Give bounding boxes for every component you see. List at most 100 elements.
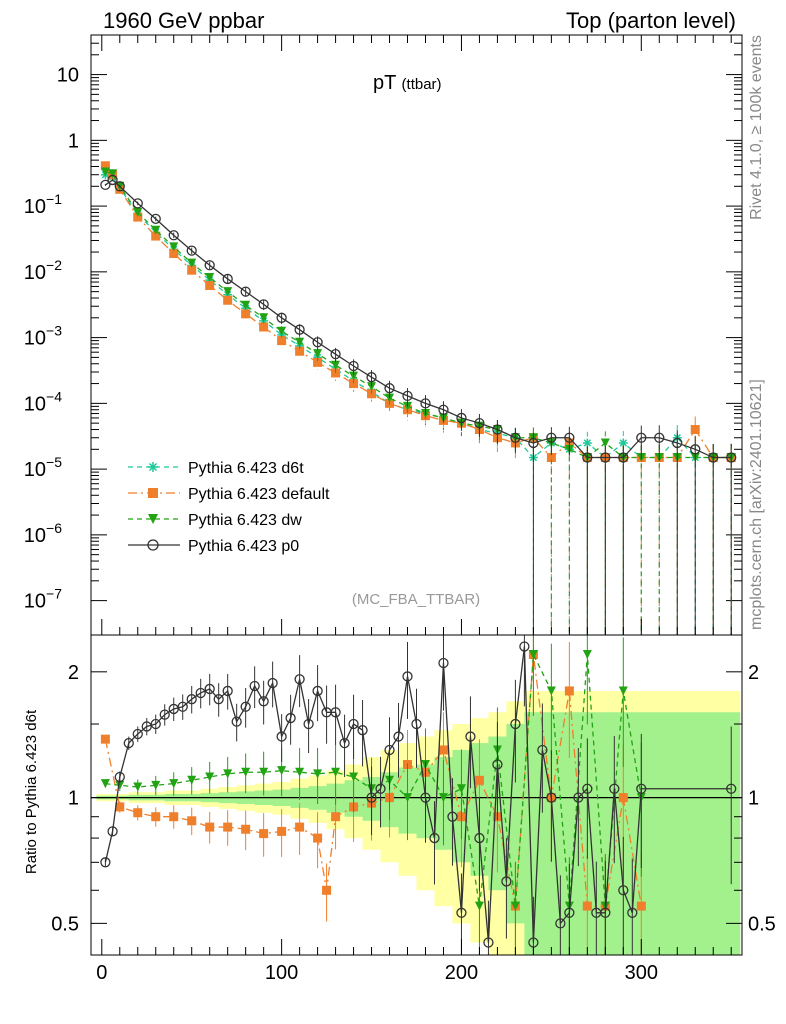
- data-point: [100, 779, 110, 789]
- data-point: [313, 769, 323, 779]
- data-point: [726, 452, 737, 463]
- data-point: [654, 432, 665, 443]
- y-tick-label: 10−6: [24, 520, 62, 547]
- data-point: [295, 337, 305, 347]
- data-point: [348, 718, 359, 730]
- data-point: [148, 514, 158, 524]
- series-2: [100, 167, 736, 635]
- data-point: [510, 718, 521, 730]
- data-point: [384, 744, 395, 756]
- data-point: [618, 438, 628, 448]
- data-point: [223, 769, 233, 779]
- data-point: [618, 885, 629, 896]
- data-point: [438, 745, 448, 755]
- data-point: [510, 432, 521, 443]
- data-point: [420, 792, 431, 803]
- data-point: [636, 783, 647, 794]
- data-point: [100, 179, 111, 191]
- data-point: [204, 683, 215, 695]
- data-point: [133, 207, 143, 217]
- data-point: [259, 767, 269, 777]
- y-tick-label: 10−4: [24, 388, 62, 415]
- y-tick-label: 10−1: [24, 191, 62, 218]
- data-point: [151, 780, 161, 790]
- data-point: [636, 901, 646, 911]
- data-point: [249, 680, 260, 692]
- data-point: [259, 322, 269, 332]
- data-point: [295, 346, 305, 356]
- data-point: [277, 766, 287, 776]
- data-point: [277, 826, 287, 836]
- data-point: [438, 657, 449, 669]
- data-point: [582, 650, 592, 660]
- data-point: [115, 780, 125, 790]
- data-point: [295, 822, 305, 832]
- data-point: [114, 771, 125, 783]
- data-point: [133, 782, 143, 792]
- data-point: [313, 349, 323, 359]
- data-point: [231, 716, 242, 727]
- x-tick-label: 0: [96, 962, 107, 984]
- legend-label: Pythia 6.423 default: [188, 486, 330, 503]
- data-point: [151, 231, 161, 241]
- data-point: [148, 462, 158, 472]
- data-point: [151, 225, 161, 235]
- data-point: [582, 901, 592, 911]
- series-line: [105, 179, 732, 459]
- data-point: [294, 674, 305, 685]
- data-point: [636, 432, 647, 443]
- data-point: [100, 161, 110, 171]
- ratio-y-tick-label: 1: [68, 788, 79, 810]
- plot-title: pT (ttbar): [373, 72, 442, 94]
- data-point: [169, 242, 179, 252]
- data-point: [501, 876, 512, 887]
- data-point: [564, 686, 574, 696]
- series-0: [100, 170, 736, 635]
- data-point: [690, 425, 700, 435]
- legend: Pythia 6.423 d6t Pythia 6.423 default Pyth…: [128, 460, 330, 555]
- data-point: [474, 832, 485, 844]
- data-point: [258, 696, 269, 707]
- data-point: [384, 383, 395, 394]
- data-point: [546, 792, 557, 803]
- data-point: [600, 907, 611, 918]
- data-point: [618, 452, 629, 463]
- series-line: [105, 171, 732, 459]
- legend-label: Pythia 6.423 dw: [188, 512, 302, 529]
- data-point: [420, 398, 431, 409]
- data-point: [107, 826, 118, 837]
- header-right: Top (parton level): [566, 8, 736, 33]
- data-point: [204, 260, 215, 271]
- data-point: [330, 707, 341, 718]
- data-point: [133, 212, 143, 222]
- data-point: [429, 832, 440, 844]
- data-point: [123, 737, 134, 749]
- ratio-panel: 0.5 0.5 1 1 2 2 Ratio to Pythia 6.423 d6t: [23, 634, 776, 956]
- data-point: [295, 767, 305, 777]
- y-tick-label: 1: [68, 130, 79, 152]
- data-point: [510, 901, 520, 911]
- data-point: [213, 694, 224, 705]
- data-point: [492, 759, 503, 770]
- y-tick-label: 10−5: [24, 454, 62, 481]
- data-point: [672, 437, 683, 449]
- data-point: [169, 249, 179, 259]
- data-point: [357, 725, 368, 736]
- data-point: [240, 701, 251, 712]
- data-point: [348, 360, 359, 372]
- data-point: [241, 309, 251, 319]
- x-tick-label: 100: [265, 962, 298, 984]
- data-point: [331, 368, 341, 378]
- data-point: [258, 299, 269, 310]
- data-point: [313, 833, 323, 843]
- data-point: [331, 360, 341, 370]
- data-point: [492, 424, 503, 435]
- data-point: [159, 709, 170, 720]
- data-point: [456, 907, 467, 918]
- data-point: [331, 812, 341, 822]
- data-point: [241, 767, 251, 777]
- data-point: [582, 438, 592, 448]
- legend-label: Pythia 6.423 p0: [188, 538, 299, 555]
- data-point: [285, 712, 296, 724]
